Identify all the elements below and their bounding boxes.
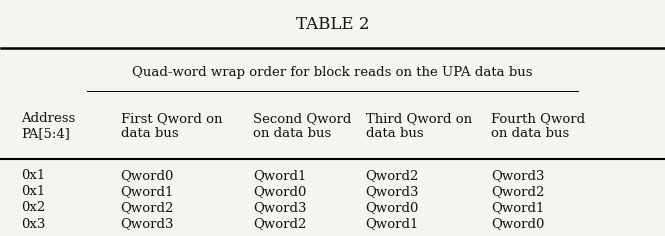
Text: Qword3: Qword3 <box>366 185 419 198</box>
Text: Fourth Qword
on data bus: Fourth Qword on data bus <box>491 112 586 140</box>
Text: Qword2: Qword2 <box>491 185 545 198</box>
Text: Qword3: Qword3 <box>253 201 307 214</box>
Text: Qword0: Qword0 <box>253 185 307 198</box>
Text: 0x2: 0x2 <box>21 201 45 214</box>
Text: Qword0: Qword0 <box>120 169 174 182</box>
Text: Qword2: Qword2 <box>253 218 307 231</box>
Text: TABLE 2: TABLE 2 <box>296 16 369 33</box>
Text: Quad-word wrap order for block reads on the UPA data bus: Quad-word wrap order for block reads on … <box>132 66 533 79</box>
Text: 0x1: 0x1 <box>21 169 45 182</box>
Text: Qword0: Qword0 <box>366 201 419 214</box>
Text: Third Qword on
data bus: Third Qword on data bus <box>366 112 471 140</box>
Text: Qword1: Qword1 <box>253 169 307 182</box>
Text: Qword3: Qword3 <box>120 218 174 231</box>
Text: 0x1: 0x1 <box>21 185 45 198</box>
Text: Qword1: Qword1 <box>491 201 545 214</box>
Text: Qword1: Qword1 <box>366 218 419 231</box>
Text: Second Qword
on data bus: Second Qword on data bus <box>253 112 351 140</box>
Text: Qword1: Qword1 <box>120 185 174 198</box>
Text: First Qword on
data bus: First Qword on data bus <box>120 112 222 140</box>
Text: Address
PA[5:4]: Address PA[5:4] <box>21 112 76 140</box>
Text: Qword3: Qword3 <box>491 169 545 182</box>
Text: Qword2: Qword2 <box>120 201 174 214</box>
Text: 0x3: 0x3 <box>21 218 46 231</box>
Text: Qword0: Qword0 <box>491 218 545 231</box>
Text: Qword2: Qword2 <box>366 169 419 182</box>
